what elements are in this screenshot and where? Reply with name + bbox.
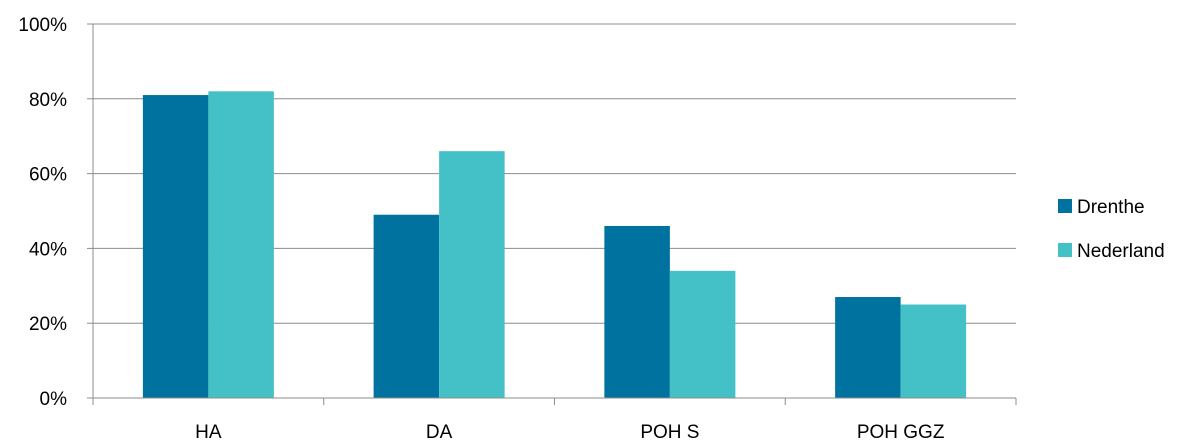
x-tick-label: POH S xyxy=(640,422,699,443)
x-tick-label: HA xyxy=(195,422,222,443)
bar-nederland-2 xyxy=(439,151,505,398)
y-tick-label: 80% xyxy=(29,90,67,111)
bar-drenthe-3 xyxy=(604,225,670,398)
legend-swatch-drenthe xyxy=(1058,199,1072,213)
y-tick-label: 60% xyxy=(29,165,67,186)
bar-nederland-4 xyxy=(900,304,967,398)
y-tick-label: 40% xyxy=(29,239,67,260)
x-axis-ticks: HA DA POH S POH GGZ xyxy=(92,398,1017,443)
legend-label-nederland: Nederland xyxy=(1077,241,1165,262)
legend-swatch-nederland xyxy=(1058,243,1072,257)
bar-drenthe-4 xyxy=(835,297,901,398)
y-tick-label: 0% xyxy=(40,389,68,410)
y-tick-label: 20% xyxy=(29,314,67,335)
y-axis-ticks: 0% 20% 40% 60% 80% 100% xyxy=(18,15,93,410)
legend: Drenthe Nederland xyxy=(1058,197,1165,262)
bars xyxy=(142,91,967,398)
bar-nederland-3 xyxy=(669,270,736,398)
bar-drenthe-2 xyxy=(373,214,440,398)
x-tick-label: POH GGZ xyxy=(857,422,945,443)
bar-drenthe-1 xyxy=(142,95,209,398)
legend-label-drenthe: Drenthe xyxy=(1077,197,1145,218)
y-tick-label: 100% xyxy=(18,15,67,36)
x-tick-label: DA xyxy=(426,422,453,443)
bar-nederland-1 xyxy=(208,91,274,398)
